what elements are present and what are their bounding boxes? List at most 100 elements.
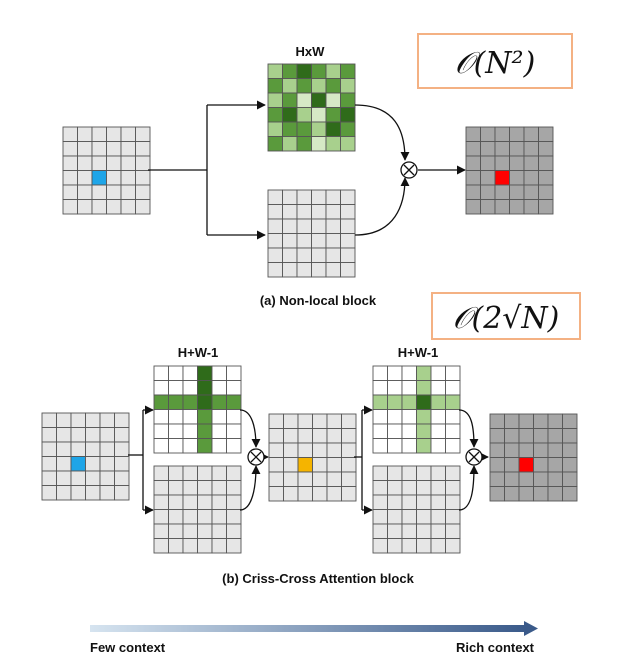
grid-cell — [480, 199, 496, 215]
grid-cell — [267, 218, 283, 234]
grid-cell — [325, 262, 341, 278]
grid-cell — [311, 262, 327, 278]
grid-cell — [70, 470, 86, 486]
grid-cell — [401, 523, 417, 539]
grid-cell — [70, 441, 86, 457]
grid-cell — [562, 413, 578, 429]
bottom-intermediate-grid — [268, 413, 357, 502]
grid-cell — [267, 78, 283, 94]
grid-cell — [494, 184, 510, 200]
grid-cell — [267, 204, 283, 220]
bottom-att2-to-multiply — [458, 409, 479, 448]
grid-cell — [226, 438, 242, 454]
grid-cell — [401, 509, 417, 525]
grid-cell — [325, 233, 341, 249]
grid-cell — [282, 121, 298, 137]
grid-cell — [197, 394, 213, 410]
grid-cell — [106, 170, 122, 186]
grid-cell — [372, 465, 388, 481]
grid-cell — [533, 471, 549, 487]
grid-cell — [41, 412, 57, 428]
grid-cell — [106, 199, 122, 215]
grid-cell — [153, 480, 169, 496]
grid-cell — [106, 126, 122, 142]
grid-cell — [297, 486, 313, 502]
bottom-val1-to-multiply — [239, 465, 261, 511]
grid-cell — [282, 136, 298, 152]
bottom-multiply-icon-1 — [247, 448, 265, 466]
grid-cell — [518, 413, 534, 429]
grid-cell — [70, 412, 86, 428]
grid-cell — [91, 126, 107, 142]
grid-cell — [296, 247, 312, 263]
grid-cell — [168, 480, 184, 496]
grid-cell — [41, 441, 57, 457]
grid-cell — [430, 380, 446, 396]
grid-cell — [547, 428, 563, 444]
grid-cell — [267, 262, 283, 278]
grid-cell — [445, 438, 461, 454]
grid-cell — [504, 457, 520, 473]
grid-cell — [340, 233, 356, 249]
grid-cell — [401, 538, 417, 554]
grid-cell — [182, 494, 198, 510]
grid-cell — [197, 409, 213, 425]
grid-cell — [211, 380, 227, 396]
grid-cell — [62, 126, 78, 142]
grid-cell — [325, 247, 341, 263]
grid-cell — [518, 428, 534, 444]
grid-cell — [372, 365, 388, 381]
grid-cell — [325, 78, 341, 94]
bottom-multiply-icon-2 — [465, 448, 483, 466]
top-complexity-box — [417, 33, 573, 89]
grid-cell — [153, 538, 169, 554]
grid-cell — [282, 78, 298, 94]
grid-cell — [226, 409, 242, 425]
grid-cell — [296, 63, 312, 79]
grid-cell — [538, 184, 554, 200]
grid-cell — [533, 457, 549, 473]
grid-cell — [197, 480, 213, 496]
grid-cell — [99, 412, 115, 428]
grid-cell — [153, 380, 169, 396]
grid-cell — [77, 126, 93, 142]
grid-cell — [267, 189, 283, 205]
grid-cell — [480, 155, 496, 171]
grid-cell — [226, 494, 242, 510]
grid-cell — [56, 470, 72, 486]
grid-cell — [341, 442, 357, 458]
grid-cell — [325, 63, 341, 79]
grid-cell — [372, 480, 388, 496]
bottom-map-label-2: H+W-1 — [398, 345, 439, 360]
grid-cell — [325, 189, 341, 205]
grid-cell — [325, 136, 341, 152]
grid-cell — [504, 413, 520, 429]
grid-cell — [387, 438, 403, 454]
grid-cell — [41, 485, 57, 501]
grid-cell — [85, 441, 101, 457]
grid-cell — [523, 141, 539, 157]
grid-cell — [372, 523, 388, 539]
grid-cell — [283, 486, 299, 502]
top-attention-map-grid — [267, 63, 356, 152]
grid-cell — [372, 394, 388, 410]
grid-cell — [211, 494, 227, 510]
grid-cell — [445, 365, 461, 381]
grid-cell — [296, 121, 312, 137]
grid-cell — [312, 486, 328, 502]
grid-cell — [296, 92, 312, 108]
grid-cell — [312, 442, 328, 458]
grid-cell — [106, 141, 122, 157]
grid-cell — [445, 494, 461, 510]
bottom-attention-map-1-grid — [153, 365, 242, 454]
grid-cell — [91, 184, 107, 200]
criss-cross-block: 𝒪(2√N) H+W-1 H+W-1 — [41, 292, 581, 586]
grid-cell — [547, 457, 563, 473]
grid-cell — [182, 438, 198, 454]
grid-cell — [523, 199, 539, 215]
grid-cell — [325, 218, 341, 234]
bottom-input-grid — [41, 412, 130, 501]
grid-cell — [523, 184, 539, 200]
grid-cell — [283, 471, 299, 487]
grid-cell — [197, 494, 213, 510]
